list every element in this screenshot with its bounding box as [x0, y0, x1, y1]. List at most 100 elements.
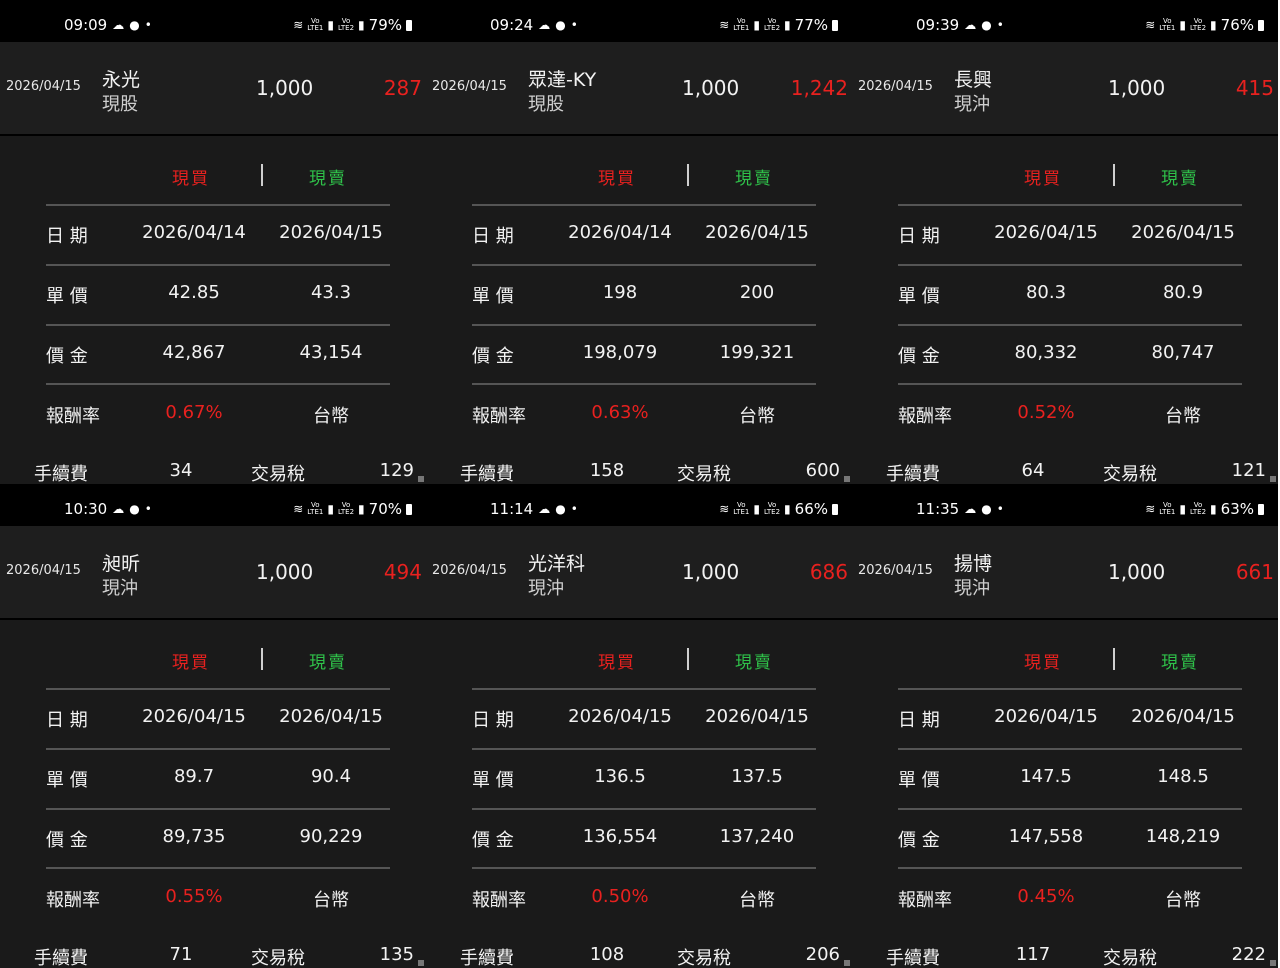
divider — [898, 383, 1242, 385]
row-label: 單 價 — [898, 770, 940, 791]
divider — [898, 204, 1242, 206]
battery-icon — [1258, 503, 1264, 515]
trade-panel: 11:14 ☁ ● • ≋ Vo LTE1 ▮ Vo LTE2 ▮ 66% 2026… — [426, 484, 852, 968]
tab-buy[interactable]: 現買 — [172, 169, 210, 189]
trade-detail: 現買 現賣 日 期 2026/04/15 2026/04/15 單 價 80.3… — [852, 136, 1278, 484]
cloud-icon: ☁ — [112, 502, 125, 516]
tab-divider — [687, 648, 689, 670]
trade-date: 2026/04/15 — [6, 79, 81, 94]
trade-kind: 現股 — [528, 94, 564, 115]
buy-value: 2026/04/15 — [994, 706, 1098, 727]
buy-value: 80.3 — [1025, 282, 1067, 303]
row-label: 價 金 — [46, 830, 88, 851]
buy-sell-tabs: 現買 現賣 — [852, 164, 1278, 192]
stock-name: 昶昕 — [102, 553, 141, 575]
divider — [472, 383, 816, 385]
status-bar: 11:35 ☁ ● • ≋ Vo LTE1 ▮ Vo LTE2 ▮ 63% — [852, 484, 1278, 524]
divider — [898, 688, 1242, 690]
divider — [898, 867, 1242, 869]
row-label: 價 金 — [898, 830, 940, 851]
chat-icon: ● — [555, 18, 566, 32]
trade-quantity: 1,000 — [256, 76, 314, 100]
buy-sell-tabs: 現買 現賣 — [426, 648, 852, 676]
tab-sell[interactable]: 現賣 — [1161, 169, 1199, 189]
trade-header[interactable]: 2026/04/15 光洋科 現沖 1,000 686 — [426, 526, 852, 618]
trade-profit: 661 — [1235, 560, 1274, 584]
sell-value: 148.5 — [1157, 766, 1209, 787]
volte-icon: Vo LTE2 — [1189, 17, 1207, 32]
row-label: 價 金 — [472, 830, 514, 851]
row-amount: 價 金 80,332 80,747 — [852, 342, 1278, 372]
divider — [46, 383, 390, 385]
sell-value: 2026/04/15 — [1131, 222, 1235, 243]
stock-name: 光洋科 — [528, 553, 586, 575]
currency: 台幣 — [313, 890, 349, 911]
tax-label: 交易稅 — [1103, 948, 1157, 968]
buy-value: 198,079 — [582, 342, 658, 363]
return-rate: 0.50% — [591, 886, 649, 907]
trade-header[interactable]: 2026/04/15 眾達-KY 現股 1,000 1,242 — [426, 42, 852, 134]
status-bar: 09:39 ☁ ● • ≋ Vo LTE1 ▮ Vo LTE2 ▮ 76% — [852, 0, 1278, 40]
row-label: 單 價 — [46, 286, 88, 307]
trade-header[interactable]: 2026/04/15 揚博 現沖 1,000 661 — [852, 526, 1278, 618]
tab-sell[interactable]: 現賣 — [309, 169, 347, 189]
resize-handle-icon — [418, 476, 424, 482]
buy-value: 42.85 — [168, 282, 220, 303]
tax-label: 交易稅 — [1103, 464, 1157, 484]
trade-kind: 現沖 — [102, 578, 138, 599]
sell-value: 43,154 — [299, 342, 363, 363]
tab-sell[interactable]: 現賣 — [309, 653, 347, 673]
status-time: 11:35 — [916, 500, 960, 518]
sell-value: 43.3 — [310, 282, 352, 303]
tab-buy[interactable]: 現買 — [598, 653, 636, 673]
stock-name: 揚博 — [954, 553, 993, 575]
sell-value: 200 — [739, 282, 775, 303]
status-bar: 11:14 ☁ ● • ≋ Vo LTE1 ▮ Vo LTE2 ▮ 66% — [426, 484, 852, 524]
stock-name: 永光 — [102, 69, 141, 91]
fee-label: 手續費 — [34, 464, 88, 484]
tab-sell[interactable]: 現賣 — [735, 169, 773, 189]
row-return: 報酬率 0.67% 台幣 — [0, 402, 426, 432]
signal-icon: ▮ — [784, 502, 791, 516]
row-date: 日 期 2026/04/15 2026/04/15 — [852, 706, 1278, 736]
sell-value: 137,240 — [719, 826, 795, 847]
volte-icon: Vo LTE1 — [1159, 17, 1176, 32]
row-amount: 價 金 42,867 43,154 — [0, 342, 426, 372]
currency: 台幣 — [313, 406, 349, 427]
wifi-icon: ≋ — [293, 502, 304, 516]
divider — [898, 748, 1242, 750]
battery-icon — [832, 19, 838, 31]
fee-value: 108 — [589, 944, 625, 965]
row-label: 日 期 — [46, 710, 88, 731]
row-price: 單 價 42.85 43.3 — [0, 282, 426, 312]
tab-buy[interactable]: 現買 — [1024, 169, 1062, 189]
tab-buy[interactable]: 現買 — [1024, 653, 1062, 673]
signal-icon: ▮ — [358, 18, 365, 32]
volte-icon: Vo LTE1 — [307, 17, 324, 32]
trade-profit: 287 — [383, 76, 422, 100]
trade-detail: 現買 現賣 日 期 2026/04/15 2026/04/15 單 價 89.7… — [0, 620, 426, 968]
chat-icon: ● — [981, 18, 992, 32]
trade-header[interactable]: 2026/04/15 長興 現沖 1,000 415 — [852, 42, 1278, 134]
divider — [898, 324, 1242, 326]
row-amount: 價 金 147,558 148,219 — [852, 826, 1278, 856]
row-label: 單 價 — [898, 286, 940, 307]
divider — [46, 264, 390, 266]
tax-value: 121 — [1231, 460, 1266, 481]
stock-name: 長興 — [954, 69, 993, 91]
fee-label: 手續費 — [460, 948, 514, 968]
trade-kind: 現沖 — [528, 578, 564, 599]
fee-label: 手續費 — [460, 464, 514, 484]
trade-profit: 415 — [1235, 76, 1274, 100]
divider — [46, 748, 390, 750]
tab-sell[interactable]: 現賣 — [1161, 653, 1199, 673]
row-label: 報酬率 — [46, 406, 100, 427]
tab-buy[interactable]: 現買 — [172, 653, 210, 673]
tab-sell[interactable]: 現賣 — [735, 653, 773, 673]
sell-value: 148,219 — [1145, 826, 1221, 847]
trade-header[interactable]: 2026/04/15 永光 現股 1,000 287 — [0, 42, 426, 134]
trade-header[interactable]: 2026/04/15 昶昕 現沖 1,000 494 — [0, 526, 426, 618]
tab-buy[interactable]: 現買 — [598, 169, 636, 189]
volte-icon: Vo LTE1 — [307, 501, 324, 516]
currency: 台幣 — [1165, 406, 1201, 427]
